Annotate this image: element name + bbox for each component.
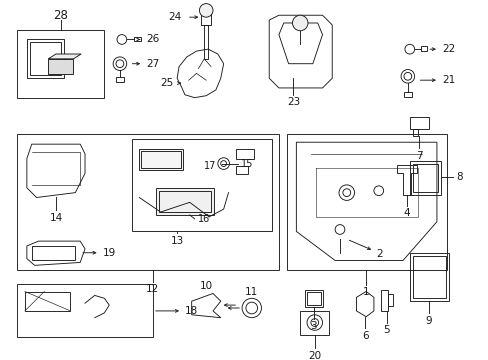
- Bar: [131, 139, 271, 231]
- Bar: [30, 42, 61, 75]
- Bar: [300, 311, 328, 335]
- Text: 13: 13: [170, 236, 183, 246]
- Bar: [387, 294, 392, 306]
- Circle shape: [199, 4, 213, 17]
- Bar: [201, 10, 211, 25]
- Bar: [409, 117, 428, 129]
- Text: 4: 4: [403, 208, 409, 218]
- Text: 19: 19: [102, 248, 116, 258]
- Text: 22: 22: [441, 44, 454, 54]
- Text: 14: 14: [49, 213, 62, 223]
- Bar: [139, 149, 183, 170]
- Text: 1: 1: [362, 288, 369, 297]
- Text: 23: 23: [286, 98, 300, 108]
- Bar: [17, 284, 153, 337]
- Text: 5: 5: [383, 325, 389, 335]
- Bar: [236, 166, 247, 174]
- Bar: [141, 151, 181, 168]
- Bar: [421, 46, 427, 51]
- Bar: [306, 292, 320, 305]
- Text: 28: 28: [53, 9, 68, 22]
- Bar: [17, 30, 104, 98]
- Text: 24: 24: [168, 12, 182, 22]
- Circle shape: [292, 15, 307, 31]
- Text: 21: 21: [441, 75, 454, 85]
- Bar: [380, 289, 387, 311]
- Text: 15: 15: [241, 158, 253, 168]
- Text: 16: 16: [197, 214, 209, 224]
- Text: 10: 10: [199, 281, 212, 291]
- Bar: [409, 161, 440, 194]
- Bar: [17, 135, 278, 270]
- Text: 8: 8: [455, 172, 462, 182]
- Bar: [27, 40, 63, 78]
- Bar: [156, 188, 214, 215]
- Text: 11: 11: [244, 287, 258, 297]
- Polygon shape: [48, 54, 81, 59]
- Text: 25: 25: [160, 78, 173, 88]
- Text: 12: 12: [146, 284, 159, 294]
- Bar: [409, 253, 447, 301]
- Bar: [412, 256, 445, 298]
- Bar: [286, 135, 446, 270]
- Text: 27: 27: [146, 59, 159, 69]
- Text: 20: 20: [307, 351, 321, 360]
- Bar: [403, 92, 411, 97]
- Text: 3: 3: [310, 321, 317, 332]
- Bar: [116, 77, 123, 82]
- Bar: [236, 149, 253, 159]
- Bar: [133, 37, 141, 41]
- Bar: [305, 289, 322, 307]
- Text: 26: 26: [146, 35, 159, 45]
- Text: 9: 9: [425, 316, 431, 325]
- Bar: [32, 246, 75, 260]
- Text: 7: 7: [415, 151, 422, 161]
- Bar: [412, 129, 417, 136]
- Bar: [412, 163, 437, 192]
- Text: 6: 6: [361, 331, 368, 341]
- Polygon shape: [48, 59, 73, 75]
- Bar: [204, 25, 208, 59]
- Text: 2: 2: [375, 249, 382, 259]
- Text: 17: 17: [203, 162, 216, 171]
- Text: 18: 18: [184, 306, 198, 316]
- Bar: [159, 191, 211, 212]
